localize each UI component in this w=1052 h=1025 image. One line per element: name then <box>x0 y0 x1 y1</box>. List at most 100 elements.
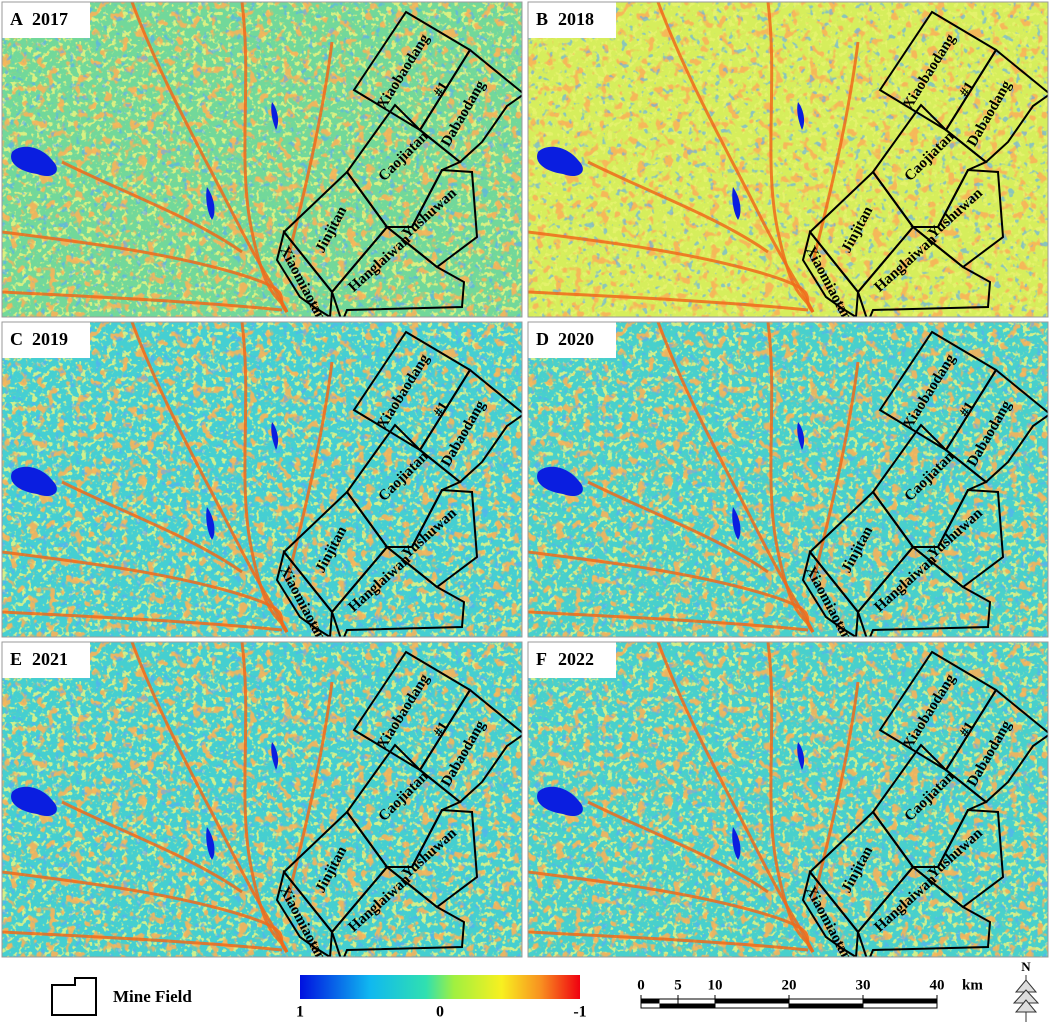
river <box>528 930 809 952</box>
reservoir <box>271 742 279 770</box>
panel-year: 2021 <box>32 649 68 669</box>
reservoir <box>206 507 215 540</box>
river <box>130 642 289 953</box>
mine-field-label: #1 <box>957 719 979 740</box>
mine-field-label: #1 <box>957 79 979 100</box>
colorbar-label: 0 <box>436 1004 444 1021</box>
mine-field-boundary <box>275 229 334 317</box>
lake <box>537 466 583 497</box>
scale-unit: km <box>962 977 983 993</box>
scale-segment <box>678 1003 715 1008</box>
scale-label: 40 <box>930 977 945 993</box>
panel-border <box>527 321 1049 638</box>
reservoir <box>797 102 805 130</box>
mine-field-boundary <box>856 225 992 317</box>
colorbar-label: -1 <box>573 1004 586 1021</box>
river <box>285 361 334 583</box>
panel-border <box>1 1 523 318</box>
river <box>587 800 769 894</box>
mine-field-boundary <box>801 229 860 317</box>
river <box>811 681 860 903</box>
reservoir <box>732 827 741 860</box>
scale-label: 20 <box>782 977 797 993</box>
river <box>2 550 289 634</box>
reservoir <box>797 422 805 450</box>
lake <box>11 786 57 817</box>
river <box>811 41 860 263</box>
river <box>766 322 815 633</box>
river <box>528 230 815 314</box>
river <box>528 550 815 634</box>
panel-year: 2019 <box>32 329 68 349</box>
mine-field-boundary <box>856 545 992 637</box>
mine-field-label: #1 <box>957 399 979 420</box>
river <box>656 322 815 633</box>
mine-field-label: #1 <box>431 719 453 740</box>
reservoir <box>271 102 279 130</box>
scale-segment <box>715 999 789 1004</box>
river <box>61 480 243 574</box>
river <box>656 2 815 313</box>
scale-label: 5 <box>674 977 682 993</box>
scale-bar: 0 5 10 20 30 40 <box>637 977 945 1009</box>
panel-letter: A <box>10 9 23 29</box>
scale-label: 10 <box>708 977 723 993</box>
river <box>130 322 289 633</box>
panel-label-bg <box>2 642 90 678</box>
mine-field-label: #1 <box>431 399 453 420</box>
river <box>285 681 334 903</box>
scale-segment <box>863 999 937 1004</box>
mine-field-boundary <box>801 869 860 957</box>
panel-border <box>1 641 523 958</box>
mine-field-boundary <box>801 549 860 637</box>
panel-label-bg <box>2 2 90 38</box>
legend-icon <box>51 977 97 1016</box>
river <box>587 160 769 254</box>
mine-field-boundary <box>275 869 334 957</box>
river <box>240 322 289 633</box>
river <box>130 2 289 313</box>
scale-segment <box>641 999 660 1004</box>
panel-letter: E <box>10 649 22 669</box>
colorbar-label: 1 <box>296 1004 304 1021</box>
panel-border <box>1 321 523 638</box>
river <box>528 290 809 312</box>
panel-letter: B <box>536 9 548 29</box>
panel-label-bg <box>528 642 616 678</box>
river <box>61 160 243 254</box>
scale-label: 30 <box>856 977 871 993</box>
colorbar <box>300 975 580 999</box>
north-arrow <box>1012 975 1040 1022</box>
river <box>240 642 289 953</box>
panel-letter: F <box>536 649 547 669</box>
panel-border <box>527 1 1049 318</box>
river <box>2 230 289 314</box>
river <box>766 642 815 953</box>
reservoir <box>797 742 805 770</box>
river <box>656 642 815 953</box>
river <box>811 361 860 583</box>
north-label: N <box>1021 959 1031 974</box>
lake <box>11 466 57 497</box>
scale-label: 0 <box>637 977 645 993</box>
mine-field-boundary <box>330 865 466 957</box>
river <box>587 480 769 574</box>
river <box>2 610 283 632</box>
reservoir <box>206 187 215 220</box>
river <box>61 800 243 894</box>
mine-field-boundary <box>856 865 992 957</box>
lake <box>537 146 583 177</box>
panel-year: 2018 <box>558 9 594 29</box>
